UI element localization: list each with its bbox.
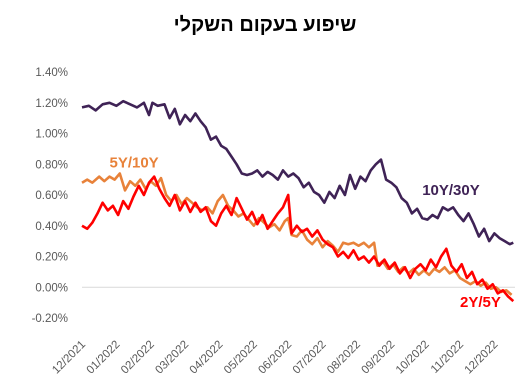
chart-title: שיפוע בעקום השקלי (173, 14, 357, 36)
x-tick-label: 02/2022 (119, 339, 157, 377)
y-tick-label: 0.00% (35, 282, 68, 294)
x-tick-label: 03/2022 (153, 339, 191, 377)
series-label-2y-5y: 2Y/5Y (460, 294, 501, 311)
x-tick-label: 04/2022 (188, 339, 226, 377)
x-tick-label: 06/2022 (256, 339, 294, 377)
y-tick-label: 0.20% (35, 252, 68, 264)
series-line-10y-30y (81, 99, 514, 246)
x-tick-label: 07/2022 (291, 339, 329, 377)
series-line-2y-5y (81, 175, 515, 303)
y-tick-label: 1.40% (35, 67, 68, 79)
y-tick-label: -0.20% (32, 313, 68, 325)
x-tick-label: 10/2022 (394, 339, 432, 377)
series-label-5y-10y: 5Y/10Y (109, 154, 158, 171)
series-labels: 10Y/30Y 5Y/10Y 2Y/5Y (109, 154, 500, 311)
series-layer (81, 99, 515, 303)
x-tick-label: 12/2021 (50, 339, 88, 377)
x-tick-label: 09/2022 (360, 339, 398, 377)
y-tick-label: 0.60% (35, 190, 68, 202)
x-tick-label: 11/2022 (429, 339, 466, 376)
y-axis: -0.20% 0.00% 0.20% 0.40% 0.60% 0.80% 1.00% 1.20… (32, 67, 68, 325)
y-tick-label: 1.00% (35, 129, 68, 141)
y-tick-label: 1.20% (35, 98, 68, 110)
series-line-5y-10y (81, 172, 513, 296)
x-tick-label: 05/2022 (222, 339, 260, 377)
x-tick-label: 12/2022 (463, 339, 501, 377)
y-tick-label: 0.80% (35, 159, 68, 171)
x-axis: 12/202101/202202/202203/202204/202205/20… (50, 286, 515, 377)
series-label-10y-30y: 10Y/30Y (422, 182, 480, 199)
y-tick-label: 0.40% (35, 221, 68, 233)
x-tick-label: 08/2022 (325, 339, 363, 377)
x-tick-label: 01/2022 (85, 339, 123, 377)
